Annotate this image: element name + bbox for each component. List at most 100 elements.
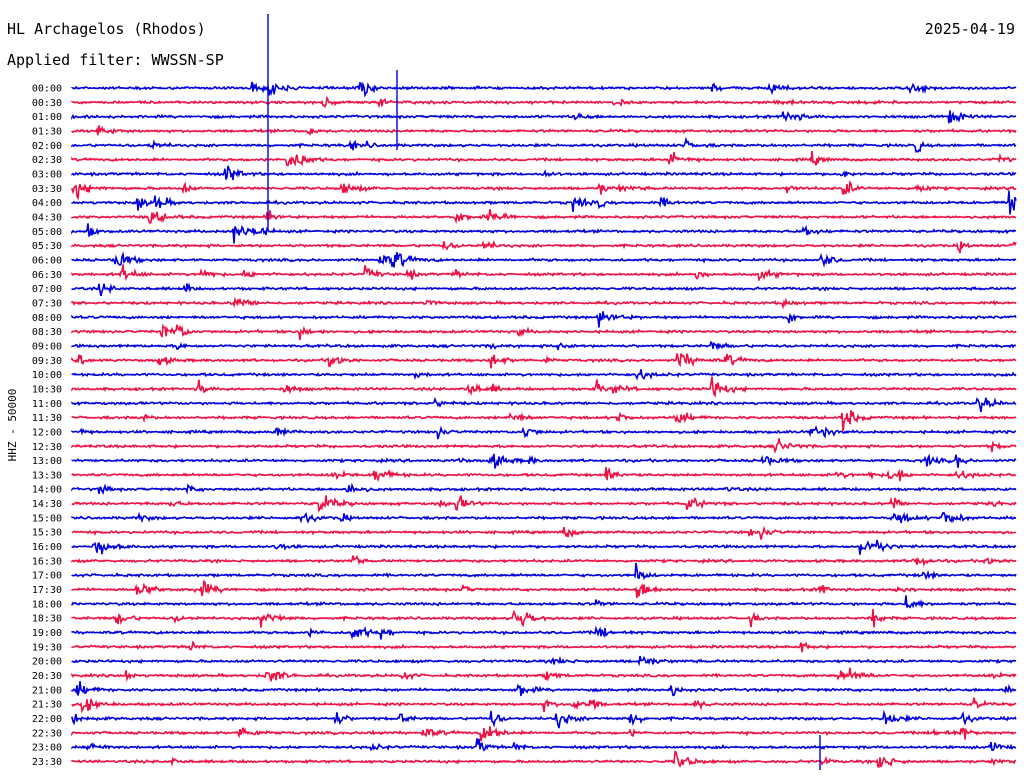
time-label: 00:30 — [32, 98, 62, 109]
trace-line — [71, 709, 1017, 729]
trace-line — [71, 180, 1017, 201]
time-label: 21:30 — [32, 700, 62, 711]
filter-label: Applied filter: WWSSN-SP — [7, 51, 224, 69]
time-label: 11:30 — [32, 413, 62, 424]
time-label: 17:00 — [32, 571, 62, 582]
trace-line — [71, 125, 1017, 137]
trace-line — [71, 511, 1017, 524]
time-label: 08:00 — [32, 313, 62, 324]
time-label: 09:00 — [32, 341, 62, 352]
trace-line — [71, 353, 1017, 369]
trace-line — [71, 223, 1017, 244]
trace-line — [71, 410, 1017, 432]
time-label: 06:30 — [32, 270, 62, 281]
trace-line — [71, 466, 1017, 483]
time-label: 07:00 — [32, 284, 62, 295]
time-label: 11:00 — [32, 399, 62, 410]
time-label: 04:00 — [32, 198, 62, 209]
trace-line — [71, 165, 1017, 181]
time-label: 07:30 — [32, 298, 62, 309]
time-label: 15:00 — [32, 513, 62, 524]
trace-line — [71, 376, 1017, 398]
time-label: 10:30 — [32, 384, 62, 395]
time-label: 14:00 — [32, 485, 62, 496]
time-label: 03:30 — [32, 184, 62, 195]
trace-line — [71, 239, 1017, 254]
trace-line — [71, 726, 1017, 742]
time-label: 19:00 — [32, 628, 62, 639]
time-label: 08:30 — [32, 327, 62, 338]
time-label: 13:30 — [32, 470, 62, 481]
trace-line — [71, 655, 1017, 667]
time-label: 01:30 — [32, 126, 62, 137]
trace-line — [71, 190, 1017, 215]
time-label: 16:00 — [32, 542, 62, 553]
trace-line — [71, 482, 1017, 495]
trace-line — [71, 296, 1017, 310]
time-label: 21:00 — [32, 685, 62, 696]
trace-line — [71, 209, 1017, 225]
trace-line — [71, 681, 1017, 697]
trace-line — [71, 525, 1016, 540]
trace-line — [71, 539, 1017, 555]
trace-line — [71, 110, 1017, 124]
seismic-traces — [71, 14, 1017, 770]
time-label: 22:00 — [32, 714, 62, 725]
time-label: 05:00 — [32, 227, 62, 238]
trace-line — [71, 625, 1017, 641]
trace-line — [71, 438, 1017, 454]
trace-line — [71, 323, 1017, 341]
trace-line — [71, 425, 1017, 440]
time-label: 18:30 — [32, 614, 62, 625]
trace-line — [71, 579, 1017, 598]
trace-line — [71, 311, 1017, 328]
trace-line — [71, 282, 1017, 297]
trace-line — [71, 453, 1017, 469]
trace-line — [71, 264, 1017, 283]
time-label: 23:30 — [32, 757, 62, 768]
trace-line — [71, 95, 1017, 109]
trace-line — [71, 81, 1017, 98]
trace-line — [71, 697, 1017, 714]
trace-line — [71, 251, 1017, 268]
time-label: 20:30 — [32, 671, 62, 682]
trace-line — [71, 750, 1017, 768]
time-labels: 00:00 00:30 01:00 01:30 02:00 02:30 03:00 03:30… — [32, 84, 62, 769]
time-label: 06:00 — [32, 255, 62, 266]
trace-line — [71, 738, 1016, 752]
trace-line — [71, 150, 1017, 167]
time-label: 23:00 — [32, 743, 62, 754]
date-label: 2025-04-19 — [924, 20, 1015, 38]
trace-line — [71, 495, 1017, 513]
trace-line — [71, 396, 1017, 413]
time-label: 20:00 — [32, 657, 62, 668]
time-label: 01:00 — [32, 112, 62, 123]
time-label: 12:30 — [32, 442, 62, 453]
time-label: 14:30 — [32, 499, 62, 510]
time-label: 13:00 — [32, 456, 62, 467]
trace-line — [71, 340, 1017, 351]
trace-line — [71, 136, 1017, 153]
time-label: 02:00 — [32, 141, 62, 152]
page-title: HL Archagelos (Rhodos) — [7, 20, 206, 38]
trace-line — [71, 562, 1017, 581]
time-label: 05:30 — [32, 241, 62, 252]
trace-line — [71, 667, 1017, 683]
time-label: 00:00 — [32, 84, 62, 95]
time-label: 15:30 — [32, 528, 62, 539]
channel-label: HHZ - 50000 — [6, 389, 19, 462]
time-label: 17:30 — [32, 585, 62, 596]
time-label: 18:00 — [32, 599, 62, 610]
time-label: 19:30 — [32, 642, 62, 653]
time-label: 10:00 — [32, 370, 62, 381]
time-label: 03:00 — [32, 169, 62, 180]
time-label: 22:30 — [32, 728, 62, 739]
time-label: 04:30 — [32, 212, 62, 223]
time-label: 02:30 — [32, 155, 62, 166]
trace-line — [71, 609, 1017, 628]
time-label: 09:30 — [32, 356, 62, 367]
time-label: 16:30 — [32, 556, 62, 567]
time-label: 12:00 — [32, 427, 62, 438]
trace-line — [71, 369, 1017, 381]
